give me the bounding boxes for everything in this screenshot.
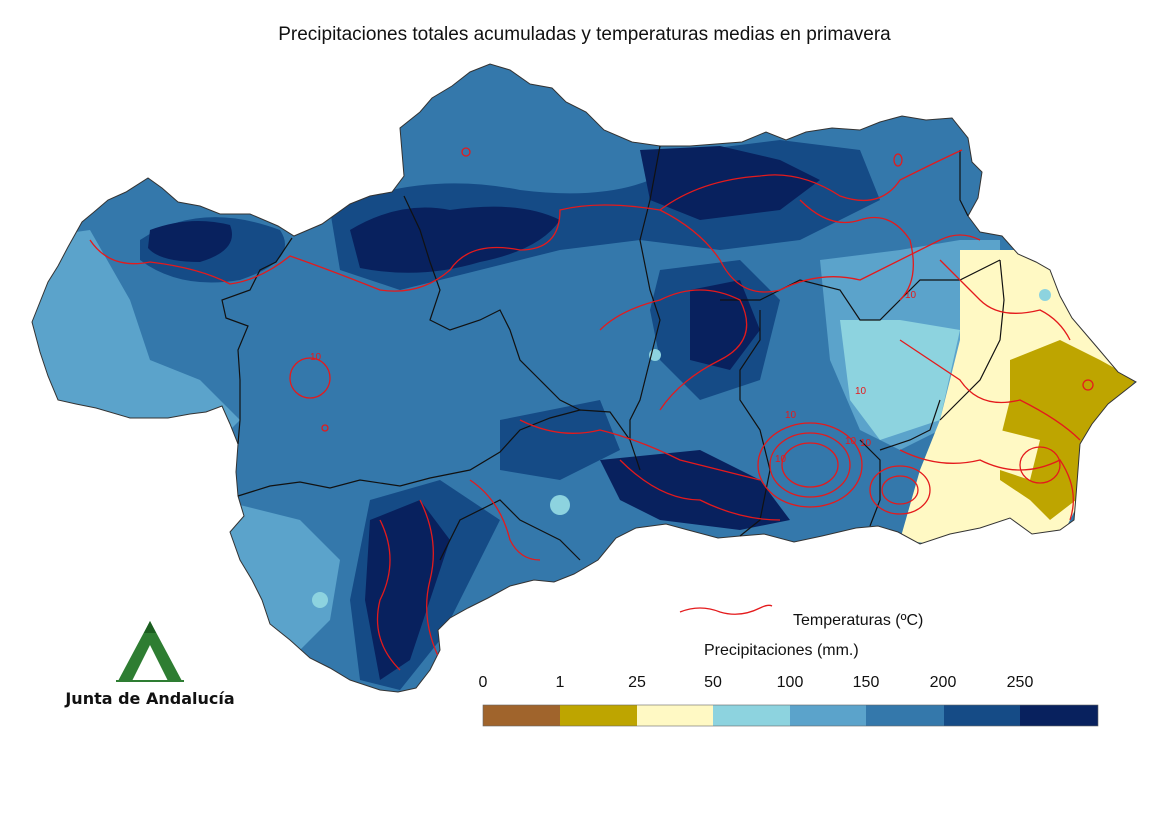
scale-swatch (944, 705, 1020, 726)
scale-label: 250 (1007, 674, 1034, 691)
temperature-contours (89, 147, 1094, 671)
scale-label: 1 (556, 674, 565, 691)
scale-label: 50 (704, 674, 722, 691)
scale-label: 100 (777, 674, 804, 691)
scale-swatch (713, 705, 790, 726)
scale-label: 0 (479, 674, 488, 691)
scale-label: 150 (853, 674, 880, 691)
scale-swatch (790, 705, 866, 726)
contour-label: 10 (775, 454, 787, 465)
junta-andalucia-logo-icon (116, 621, 184, 682)
scale-swatch (560, 705, 637, 726)
scale-swatch (866, 705, 944, 726)
contour-label: 10 (310, 352, 322, 363)
contour-label: 10 (785, 410, 797, 421)
scale-swatch (637, 705, 713, 726)
scale-label: 25 (628, 674, 646, 691)
map-title: Precipitaciones totales acumuladas y tem… (278, 24, 891, 45)
contour-label: 10 (855, 386, 867, 397)
contour-labels: 10 10 10 10 10 10 10 (310, 290, 917, 465)
contour-label: 10 (860, 438, 872, 449)
junta-andalucia-logo: Junta de Andalucía (60, 615, 240, 715)
temperature-legend-line (679, 604, 773, 615)
temperature-legend-label: Temperaturas (ºC) (793, 612, 923, 629)
scale-swatch (1020, 705, 1098, 726)
scale-label: 200 (930, 674, 957, 691)
precipitation-legend-label: Precipitaciones (mm.) (704, 642, 859, 659)
contour-label: 10 (845, 436, 857, 447)
contour-label: 10 (905, 290, 917, 301)
province-borders (221, 145, 1005, 561)
logo-text: Junta de Andalucía (65, 689, 235, 708)
precipitation-scale: 0 1 25 50 100 150 200 250 (479, 674, 1099, 727)
scale-swatch (483, 705, 560, 726)
